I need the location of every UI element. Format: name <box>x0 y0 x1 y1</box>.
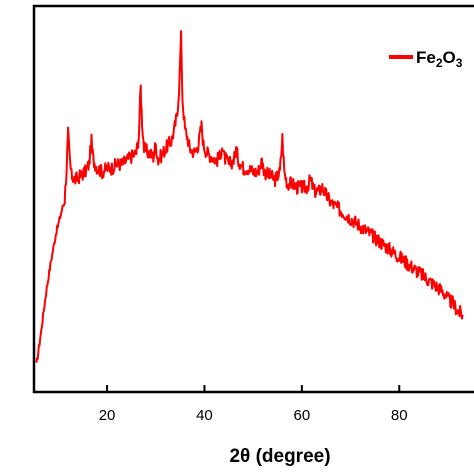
plot-frame <box>32 4 474 394</box>
x-tick-label-80: 80 <box>391 407 408 424</box>
legend-label-fe2o3: Fe2O3 <box>416 48 463 70</box>
x-tick-label-20: 20 <box>99 407 116 424</box>
series-line-fe2o3 <box>35 30 464 363</box>
x-axis-tick-labels: 20 40 60 80 <box>99 407 408 424</box>
x-tick-label-40: 40 <box>196 407 213 424</box>
x-axis-title: 2θ (degree) <box>229 446 330 467</box>
x-tick-label-60: 60 <box>294 407 311 424</box>
legend: Fe2O3 <box>389 48 463 70</box>
